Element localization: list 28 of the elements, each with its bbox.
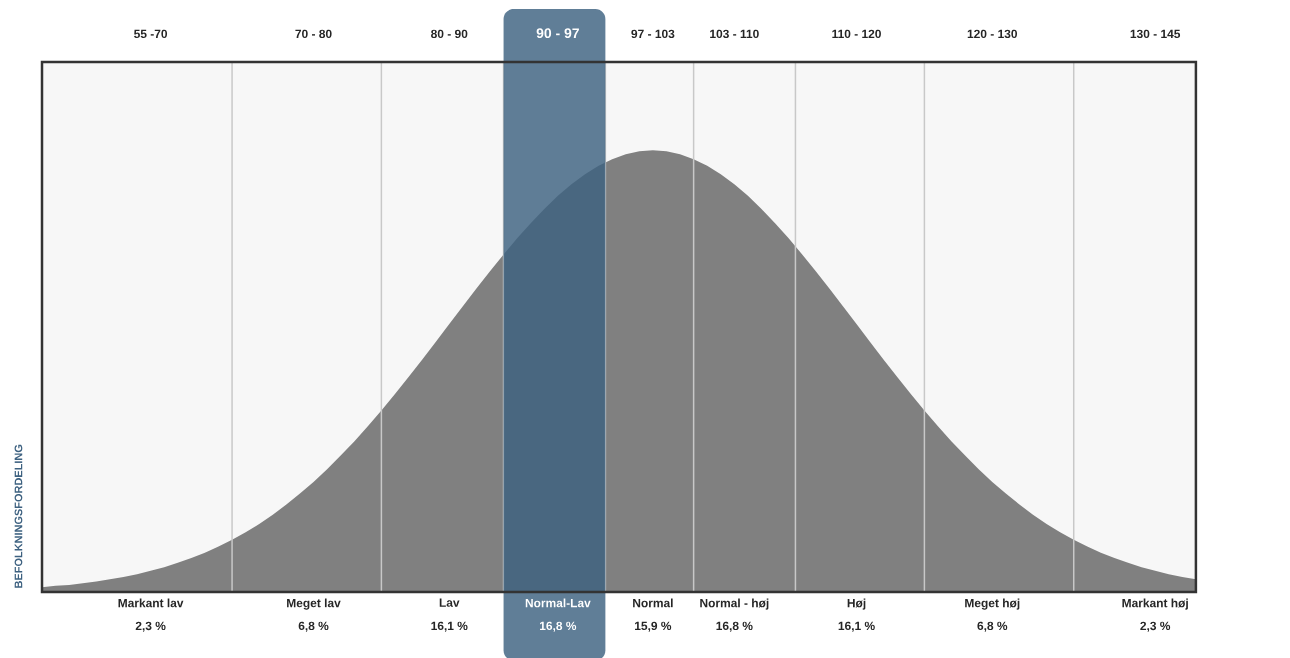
text: 2,3 %: [135, 621, 166, 632]
x-tick-label: Normal: [633, 598, 673, 608]
x-tick-label: Lav: [439, 598, 460, 607]
text: 6,8 %: [298, 621, 329, 632]
x-tick-label: Meget høj: [965, 598, 1020, 610]
x-tick-label: Normal - høj: [700, 598, 769, 610]
y-axis-title: BEFOLKNINGSFORDELING: [14, 444, 23, 588]
text: 16,8 %: [716, 621, 753, 632]
text: 15,9 %: [635, 621, 672, 632]
x-tick-label: Markant lav: [118, 598, 184, 608]
text: 16,1 %: [431, 621, 468, 632]
x-tick-label: Høj: [847, 598, 866, 610]
text: 16,1 %: [838, 621, 875, 632]
x-tick-label: Normal-Lav: [525, 598, 591, 608]
text: 120 - 130: [967, 29, 1018, 39]
text: 103 - 110: [710, 29, 759, 39]
x-tick-label: Meget lav: [287, 598, 341, 610]
text: 70 - 80: [295, 29, 332, 39]
text: 2,3 %: [1140, 621, 1171, 632]
text: 80 - 90: [431, 29, 468, 39]
text: 6,8 %: [977, 621, 1008, 632]
text: 97 - 103: [631, 29, 675, 39]
x-tick-label: Markant høj: [1122, 598, 1188, 610]
text: 55 -70: [134, 29, 168, 39]
text: 130 - 145: [1130, 29, 1181, 39]
text: 110 - 120: [832, 29, 881, 39]
text: 90 - 97: [536, 28, 579, 39]
text: 16,8 %: [540, 621, 577, 632]
